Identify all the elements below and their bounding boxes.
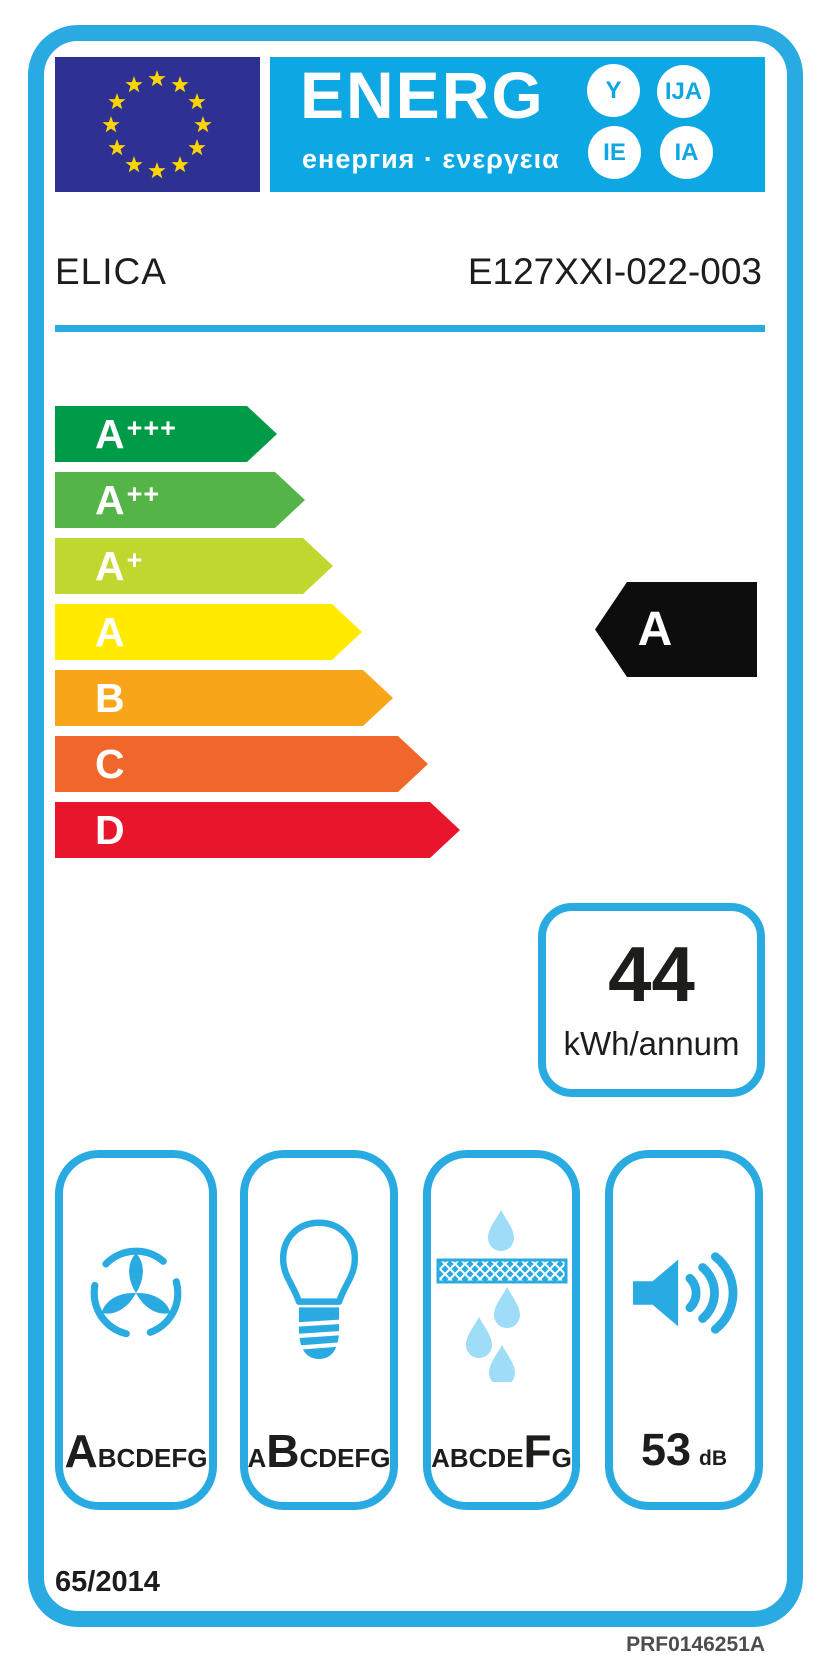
grease-filter-icon (436, 1210, 567, 1382)
class-letter: A (95, 410, 125, 457)
rated-class-arrow: A (595, 582, 757, 677)
eu-flag-logo (55, 57, 260, 192)
class-letter: D (95, 806, 125, 853)
class-arrow-a: A (55, 604, 362, 660)
consumption-value: 44 (608, 929, 695, 1018)
class-suffix: +++ (126, 412, 177, 443)
regulation-number: 65/2014 (55, 1566, 160, 1598)
energ-suffix-y: Y (587, 64, 640, 117)
energ-subtitle: енергия · ενεργεια (302, 144, 560, 174)
grade-pre: ABCDE (431, 1443, 524, 1473)
model-number: E127XXI-022-003 (467, 251, 762, 292)
class-arrow-a-plus: A + (55, 538, 333, 594)
grade-awarded: B (266, 1425, 300, 1477)
grade-scale-fan: ABCDEFG (64, 1428, 207, 1474)
energ-suffix-ija: IJA (657, 65, 710, 118)
grade-scale-grease: ABCDEFG (431, 1428, 572, 1474)
class-suffix: + (126, 544, 144, 575)
suffix-label: IE (603, 138, 626, 166)
class-arrow-a-plus3: A +++ (55, 406, 277, 462)
grade-awarded: A (64, 1425, 98, 1477)
lighting-efficiency-box: ABCDEFG (240, 1150, 398, 1510)
rated-class-letter: A (637, 602, 673, 656)
noise-value: 53 (640, 1424, 692, 1475)
document-code: PRF0146251A (626, 1633, 765, 1656)
speaker-icon (633, 1251, 738, 1334)
class-suffix: ++ (126, 478, 161, 509)
grade-pre: A (247, 1443, 267, 1473)
grade-post: BCDEFG (97, 1443, 208, 1473)
noise-level-box: 53 dB (605, 1150, 763, 1510)
brand-name: ELICA (55, 251, 167, 292)
class-letter: A (95, 476, 125, 523)
grade-post: CDEFG (299, 1443, 391, 1473)
class-letter: B (95, 674, 125, 721)
class-arrow-d: D (55, 802, 460, 858)
fan-icon (90, 1247, 182, 1339)
header-divider (55, 325, 765, 332)
noise-unit: dB (699, 1447, 728, 1470)
class-arrow-a-plus2: A ++ (55, 472, 305, 528)
energ-suffix-ie: IE (588, 126, 641, 179)
suffix-label: Y (605, 76, 622, 104)
class-letter: C (95, 740, 125, 787)
class-arrow-c: C (55, 736, 428, 792)
consumption-unit: kWh/annum (563, 1024, 740, 1062)
class-arrow-b: B (55, 670, 393, 726)
grease-filtering-box: ABCDEFG (423, 1150, 580, 1510)
fan-efficiency-box: ABCDEFG (55, 1150, 217, 1510)
eu-stars-icon (102, 70, 212, 179)
bulb-icon (279, 1219, 359, 1359)
annual-consumption-box: 44 kWh/annum (538, 903, 765, 1097)
suffix-label: IJA (664, 77, 703, 105)
energ-wordmark: ENERG (300, 58, 545, 132)
grade-scale-lighting: ABCDEFG (248, 1428, 391, 1474)
class-letter: A (95, 608, 125, 655)
grade-awarded: F (523, 1425, 552, 1477)
noise-value-line: 53 dB (641, 1427, 727, 1472)
class-letter: A (95, 542, 125, 589)
grade-post: G (551, 1443, 572, 1473)
suffix-label: IA (674, 138, 699, 166)
energ-suffix-ia: IA (660, 126, 713, 179)
